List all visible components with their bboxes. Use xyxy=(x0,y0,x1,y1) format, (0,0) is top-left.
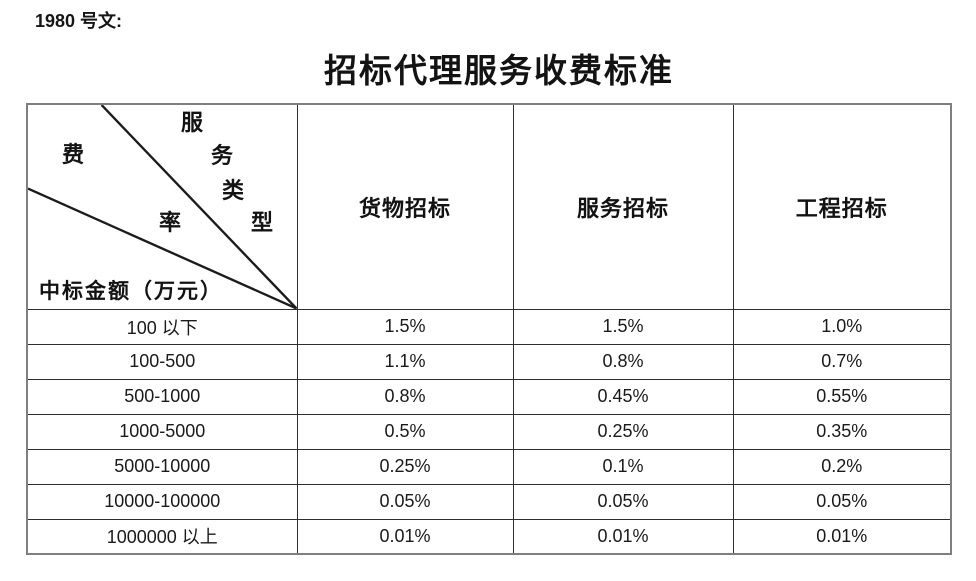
rate-cell: 0.5% xyxy=(296,413,514,450)
corner-amount-label: 中标金额（万元） xyxy=(39,279,223,303)
column-header-goods: 货物招标 xyxy=(296,103,514,310)
page-title: 招标代理服务收费标准 xyxy=(324,54,674,90)
rate-cell: 0.8% xyxy=(296,378,514,415)
rate-cell: 0.01% xyxy=(732,518,952,555)
table-row: 10000-100000 0.05% 0.05% 0.05% xyxy=(26,483,952,520)
rate-cell: 1.5% xyxy=(512,308,734,345)
fee-standard-table: 服 务 类 型 费 率 中标金额（万元） 货物招标 服务招标 工程招标 100 … xyxy=(26,103,952,555)
diagonal-corner-cell: 服 务 类 型 费 率 中标金额（万元） xyxy=(26,103,298,310)
rate-cell: 0.35% xyxy=(732,413,952,450)
table-row: 100-500 1.1% 0.8% 0.7% xyxy=(26,343,952,380)
rate-cell: 0.2% xyxy=(732,448,952,485)
rate-cell: 0.05% xyxy=(296,483,514,520)
table-row: 1000-5000 0.5% 0.25% 0.35% xyxy=(26,413,952,450)
rate-cell: 0.25% xyxy=(512,413,734,450)
rate-cell: 0.7% xyxy=(732,343,952,380)
amount-range-cell: 1000000 以上 xyxy=(26,518,298,555)
table-row: 1000000 以上 0.01% 0.01% 0.01% xyxy=(26,518,952,555)
rate-cell: 0.01% xyxy=(512,518,734,555)
table-row: 500-1000 0.8% 0.45% 0.55% xyxy=(26,378,952,415)
column-header-works: 工程招标 xyxy=(732,103,952,310)
corner-type-char: 型 xyxy=(250,210,273,235)
corner-rate-char: 费 xyxy=(61,142,84,167)
amount-range-cell: 100 以下 xyxy=(26,308,298,345)
header-row: 服 务 类 型 费 率 中标金额（万元） 货物招标 服务招标 工程招标 xyxy=(26,103,952,310)
rate-cell: 0.45% xyxy=(512,378,734,415)
column-header-services: 服务招标 xyxy=(512,103,734,310)
amount-range-cell: 5000-10000 xyxy=(26,448,298,485)
corner-type-char: 务 xyxy=(210,143,233,168)
corner-type-char: 服 xyxy=(180,110,203,135)
corner-type-char: 类 xyxy=(221,178,244,203)
rate-cell: 1.5% xyxy=(296,308,514,345)
table-row: 100 以下 1.5% 1.5% 1.0% xyxy=(26,308,952,345)
table-row: 5000-10000 0.25% 0.1% 0.2% xyxy=(26,448,952,485)
document-ref-label: 1980 号文: xyxy=(35,11,123,31)
rate-cell: 0.1% xyxy=(512,448,734,485)
amount-range-cell: 1000-5000 xyxy=(26,413,298,450)
amount-range-cell: 10000-100000 xyxy=(26,483,298,520)
amount-range-cell: 100-500 xyxy=(26,343,298,380)
rate-cell: 0.55% xyxy=(732,378,952,415)
diagonal-divider-lines xyxy=(28,105,297,309)
rate-cell: 0.05% xyxy=(512,483,734,520)
rate-cell: 1.1% xyxy=(296,343,514,380)
rate-cell: 0.8% xyxy=(512,343,734,380)
amount-range-cell: 500-1000 xyxy=(26,378,298,415)
rate-cell: 0.25% xyxy=(296,448,514,485)
corner-rate-char: 率 xyxy=(158,210,181,235)
rate-cell: 1.0% xyxy=(732,308,952,345)
rate-cell: 0.05% xyxy=(732,483,952,520)
rate-cell: 0.01% xyxy=(296,518,514,555)
